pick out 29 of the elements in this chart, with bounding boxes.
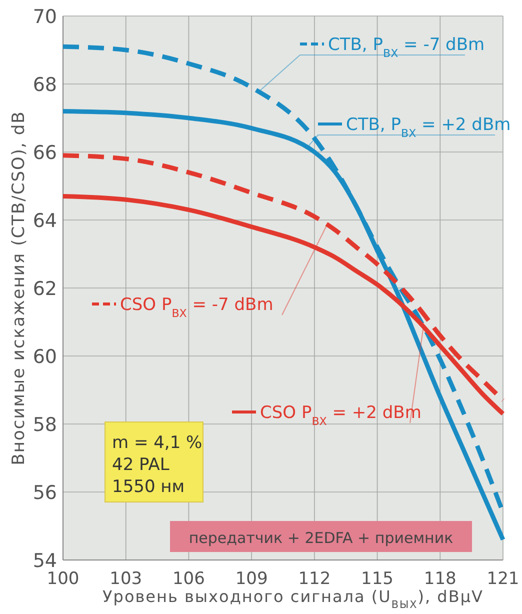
annotation: 1550 нм xyxy=(112,477,185,497)
x-axis-title: Уровень выходного сигнала (U$_{ВЫХ}$), dBμV xyxy=(102,587,484,611)
y-tick-label: 58 xyxy=(32,414,57,436)
x-tick-label: 106 xyxy=(172,569,205,589)
y-tick-label: 54 xyxy=(32,550,57,572)
y-axis-title: Вносимые искажения (CTB/CSO), dB xyxy=(9,110,29,466)
legend-label: CSO P$_{ВХ}$ = +2 dBm xyxy=(260,403,422,428)
line-series xyxy=(60,153,506,402)
y-tick-label: 64 xyxy=(32,210,57,232)
legend-label: CSO P$_{ВХ}$ = -7 dBm xyxy=(120,295,274,320)
legend-label: CTB, P$_{ВХ}$ = +2 dBm xyxy=(346,115,511,140)
legend-label: CTB, P$_{ВХ}$ = -7 dBm xyxy=(328,35,485,60)
annotation: m = 4,1 % xyxy=(112,433,202,453)
x-tick-label: 121 xyxy=(486,569,520,589)
y-tick-label: 62 xyxy=(32,278,57,300)
x-tick-label: 100 xyxy=(46,569,80,589)
y-tick-label: 60 xyxy=(32,346,57,368)
x-tick-label: 103 xyxy=(110,569,142,589)
x-tick-label: 118 xyxy=(424,569,456,589)
y-tick-label: 68 xyxy=(32,74,57,96)
x-tick-label: 112 xyxy=(298,569,331,589)
y-tick-label: 66 xyxy=(32,142,57,164)
y-tick-label: 56 xyxy=(32,482,57,504)
annotation: 42 PAL xyxy=(112,455,170,475)
x-tick-label: 115 xyxy=(361,569,394,589)
y-tick-label: 70 xyxy=(32,6,57,28)
x-tick-label: 109 xyxy=(235,569,268,589)
annotation: передатчик + 2EDFA + приемник xyxy=(188,529,454,547)
line-series xyxy=(60,194,506,416)
